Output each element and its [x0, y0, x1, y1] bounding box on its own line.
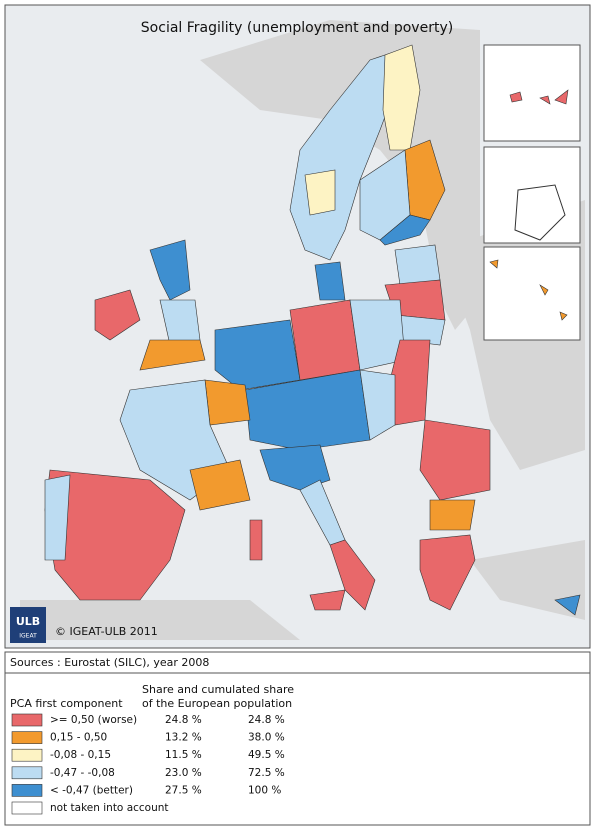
- copyright: © IGEAT-ULB 2011: [55, 625, 158, 638]
- background-land: [20, 600, 300, 640]
- legend-label: >= 0,50 (worse): [50, 714, 137, 726]
- region: [244, 369, 371, 451]
- legend-label: < -0,47 (better): [50, 784, 133, 796]
- region: [304, 169, 336, 216]
- legend-swatch: [11, 713, 43, 727]
- region: [249, 519, 263, 561]
- region: [204, 379, 251, 426]
- legend-share: 24.8 %: [165, 714, 202, 726]
- region: [389, 339, 431, 426]
- region: [214, 319, 301, 391]
- legend-cumulated: 49.5 %: [248, 749, 285, 761]
- logo: [10, 607, 46, 643]
- region: [309, 589, 346, 611]
- map-title: Social Fragility (unemployment and pover…: [141, 20, 453, 36]
- inset-region: [509, 89, 569, 105]
- region: [429, 499, 476, 531]
- region: [394, 244, 441, 286]
- inset-region: [489, 259, 568, 321]
- logo-subtext: IGEAT: [19, 633, 37, 640]
- region: [149, 239, 191, 301]
- legend-label: 0,15 - 0,50: [50, 732, 107, 744]
- legend-label: -0,47 - -0,08: [50, 767, 115, 779]
- legend-cumulated: 38.0 %: [248, 732, 285, 744]
- region: [359, 369, 396, 441]
- region: [289, 299, 361, 381]
- regions: [44, 44, 581, 616]
- region: [329, 539, 376, 611]
- legend-title: PCA first component: [10, 697, 123, 710]
- legend-swatch: [11, 766, 43, 780]
- legend-frame: [4, 651, 591, 826]
- legend-cumulated: 72.5 %: [248, 767, 285, 779]
- legend-cumulated: 24.8 %: [248, 714, 285, 726]
- sources: Sources : Eurostat (SILC), year 2008: [10, 656, 209, 669]
- region: [554, 594, 581, 616]
- region: [419, 419, 491, 501]
- legend-cumulated: 100 %: [248, 784, 281, 796]
- region: [139, 339, 206, 371]
- legend-share: 11.5 %: [165, 749, 202, 761]
- inset-region: [514, 184, 566, 241]
- legend-swatch: [11, 731, 43, 744]
- legend-swatch: [11, 801, 43, 815]
- legend-share: 23.0 %: [165, 767, 202, 779]
- inset: [483, 246, 581, 341]
- share-header: Share and cumulated share: [142, 683, 294, 696]
- legend-label: not taken into account: [50, 802, 169, 814]
- legend-label: -0,08 - 0,15: [50, 749, 111, 761]
- legend-swatch: [11, 784, 43, 797]
- region: [189, 459, 251, 511]
- region: [314, 261, 346, 301]
- legend-share: 13.2 %: [165, 732, 202, 744]
- region: [44, 474, 71, 561]
- logo-text: ULB: [16, 615, 40, 628]
- region: [419, 534, 476, 611]
- legend-swatch: [11, 748, 43, 762]
- legend-rows: >= 0,50 (worse) 24.8 % 24.8 % 0,15 - 0,50 13…: [11, 713, 285, 815]
- region: [379, 214, 431, 246]
- legend-share: 27.5 %: [165, 784, 202, 796]
- region: [94, 289, 141, 341]
- share-header: of the European population: [142, 697, 292, 710]
